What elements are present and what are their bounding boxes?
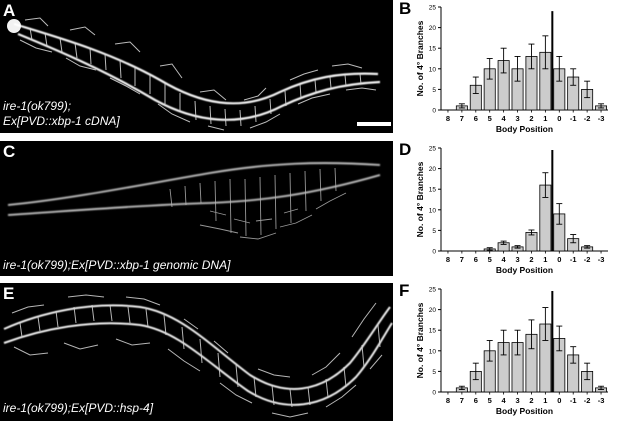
x-tick-label: -2 <box>584 255 591 264</box>
neuron-image-a <box>7 17 381 131</box>
y-tick-label: 15 <box>429 187 437 194</box>
panel-letter-c: C <box>3 142 16 161</box>
x-tick-label: 1 <box>543 114 547 123</box>
caption-e: ire-1(ok799);Ex[PVD::hsp-4] <box>3 401 154 415</box>
x-tick-label: 8 <box>446 255 450 264</box>
x-axis-label: Body Position <box>496 124 553 134</box>
x-tick-label: -1 <box>570 114 577 123</box>
y-tick-label: 5 <box>432 87 436 94</box>
x-tick-label: 2 <box>529 396 533 405</box>
x-tick-label: -1 <box>570 396 577 405</box>
chart-panel-b: 0 5 10 15 20 25 8 7 6 5 4 3 2 1 0 -1 -2 -3 Body Position No… <box>396 0 617 141</box>
scale-bar <box>357 122 391 126</box>
caption-a-line1: ire-1(ok799); <box>3 99 72 113</box>
chart-panel-f: 0 5 10 15 20 25 8 7 6 5 4 3 2 1 0 -1 -2 -3 Body Position No… <box>396 282 617 423</box>
x-tick-label: 1 <box>543 255 547 264</box>
x-tick-label: 1 <box>543 396 547 405</box>
y-tick-label: 20 <box>429 307 437 314</box>
x-tick-label: 3 <box>515 114 519 123</box>
y-tick-label: 0 <box>432 390 436 397</box>
y-tick-label: 15 <box>429 46 437 53</box>
chart-letter-b: B <box>399 0 412 18</box>
x-tick-label: 0 <box>557 114 561 123</box>
panel-letter-e: E <box>3 284 15 303</box>
micrograph-panel-a: A ire-1(ok799); Ex[PVD::xbp-1 cDNA] <box>0 0 393 133</box>
x-tick-label: 5 <box>488 255 492 264</box>
x-axis-label: Body Position <box>496 265 553 275</box>
panel-letter-a: A <box>3 1 16 20</box>
chart-panel-d: 0 5 10 15 20 25 8 7 6 5 4 3 2 1 0 -1 -2 -3 Body Position No… <box>396 141 617 282</box>
x-tick-label: 3 <box>515 396 519 405</box>
x-tick-label: 6 <box>474 396 478 405</box>
x-tick-label: -3 <box>598 114 605 123</box>
x-tick-label: 0 <box>557 255 561 264</box>
x-tick-label: 4 <box>502 255 507 264</box>
y-tick-label: 10 <box>429 348 437 355</box>
x-tick-label: 3 <box>515 255 519 264</box>
y-tick-label: 25 <box>429 146 437 153</box>
x-tick-label: 4 <box>502 114 507 123</box>
x-tick-label: 5 <box>488 114 492 123</box>
y-tick-label: 0 <box>432 249 436 256</box>
y-tick-label: 0 <box>432 108 436 115</box>
micrograph-panel-c: C ire-1(ok799);Ex[PVD::xbp-1 genomic DNA… <box>0 141 393 276</box>
x-tick-label: 4 <box>502 396 507 405</box>
x-tick-label: 8 <box>446 114 450 123</box>
x-tick-label: 2 <box>529 114 533 123</box>
x-tick-label: 6 <box>474 255 478 264</box>
x-tick-label: -2 <box>584 396 591 405</box>
x-tick-label: 7 <box>460 114 464 123</box>
x-tick-label: 8 <box>446 396 450 405</box>
x-tick-label: 6 <box>474 114 478 123</box>
y-tick-label: 15 <box>429 328 437 335</box>
y-tick-label: 25 <box>429 5 437 12</box>
x-tick-label: -3 <box>598 255 605 264</box>
y-tick-label: 5 <box>432 228 436 235</box>
y-tick-label: 5 <box>432 369 436 376</box>
y-tick-label: 25 <box>429 287 437 294</box>
chart-letter-d: D <box>399 140 412 159</box>
y-tick-label: 10 <box>429 66 437 73</box>
x-tick-label: -2 <box>584 114 591 123</box>
y-tick-label: 20 <box>429 25 437 32</box>
x-tick-label: 0 <box>557 396 561 405</box>
y-axis-label: No. of 4° Branches <box>415 20 425 96</box>
x-tick-label: 7 <box>460 396 464 405</box>
x-tick-label: 5 <box>488 396 492 405</box>
neuron-image-c <box>7 162 381 240</box>
micrograph-panel-e: E ire-1(ok799);Ex[PVD::hsp-4] <box>0 283 393 421</box>
caption-c: ire-1(ok799);Ex[PVD::xbp-1 genomic DNA] <box>3 258 231 272</box>
x-axis-label: Body Position <box>496 406 553 416</box>
neuron-image-e <box>3 294 393 418</box>
chart-letter-f: F <box>399 281 410 300</box>
x-tick-label: -3 <box>598 396 605 405</box>
x-tick-label: -1 <box>570 255 577 264</box>
caption-a-line2: Ex[PVD::xbp-1 cDNA] <box>3 114 120 128</box>
x-tick-label: 7 <box>460 255 464 264</box>
y-tick-label: 10 <box>429 207 437 214</box>
y-axis-label: No. of 4° Branches <box>415 161 425 237</box>
x-tick-label: 2 <box>529 255 533 264</box>
y-axis-label: No. of 4° Branches <box>415 302 425 378</box>
y-tick-label: 20 <box>429 166 437 173</box>
